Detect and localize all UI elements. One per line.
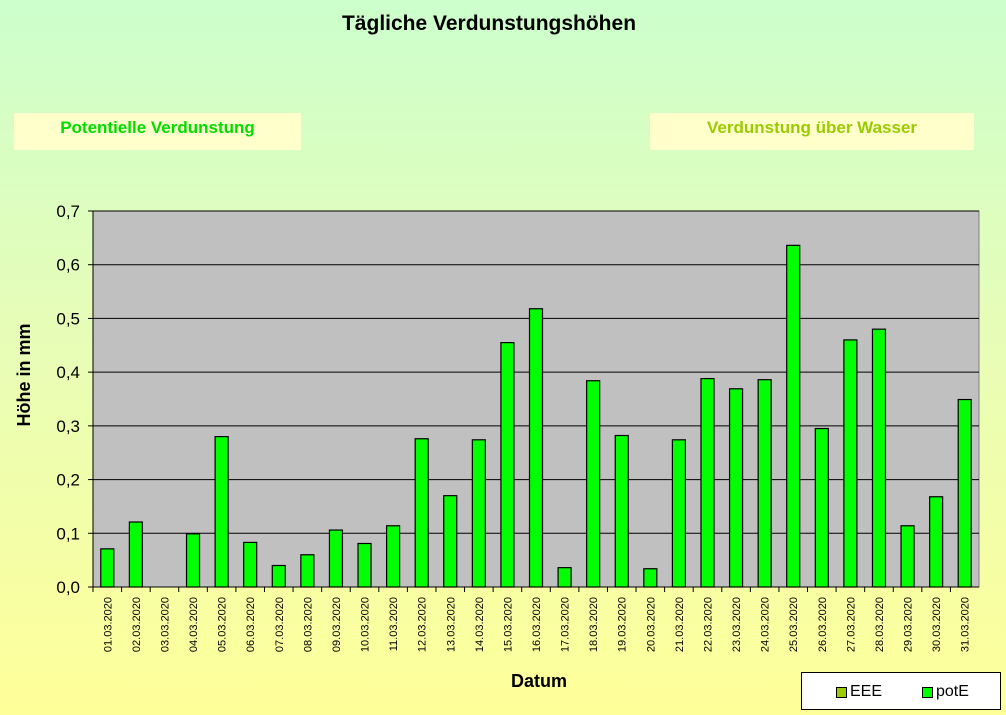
y-tick-label: 0,5 xyxy=(56,309,80,328)
bar xyxy=(300,554,315,588)
y-tick-labels: 0,0 0,1 0,2 0,3 0,4 0,5 0,6 0,7 xyxy=(56,202,93,597)
x-tick-label: 30.03.2020 xyxy=(931,597,943,652)
chart-title: Tägliche Verdunstungshöhen xyxy=(341,12,637,35)
x-tick-label: 14.03.2020 xyxy=(474,597,486,652)
x-tick-label: 26.03.2020 xyxy=(817,597,829,652)
y-tick-label: 0,7 xyxy=(56,202,80,221)
y-tick-label: 0,3 xyxy=(56,417,80,436)
x-tick-label: 22.03.2020 xyxy=(702,597,714,652)
bar xyxy=(700,377,715,588)
x-tick-label: 04.03.2020 xyxy=(188,597,200,652)
bar xyxy=(100,548,115,588)
x-tick-label: 06.03.2020 xyxy=(245,597,257,652)
x-tick-label: 03.03.2020 xyxy=(159,597,171,652)
x-tick-label: 20.03.2020 xyxy=(645,597,657,652)
bar xyxy=(385,525,401,588)
bar xyxy=(786,244,801,588)
x-tick-label: 28.03.2020 xyxy=(874,597,886,652)
x-tick-label: 25.03.2020 xyxy=(788,597,800,652)
x-tick-label: 10.03.2020 xyxy=(360,597,372,652)
x-tick-label: 01.03.2020 xyxy=(102,597,114,652)
water-evaporation-label: Verdunstung über Wasser xyxy=(650,113,974,150)
bar xyxy=(128,521,143,588)
x-tick-label: 18.03.2020 xyxy=(588,597,600,652)
legend-swatch-pote xyxy=(922,686,933,698)
x-tick-label: 13.03.2020 xyxy=(445,597,457,652)
x-tick-label: 02.03.2020 xyxy=(131,597,143,652)
bar xyxy=(929,496,944,588)
y-tick-label: 0,0 xyxy=(56,578,80,597)
x-tick-label: 05.03.2020 xyxy=(217,597,229,652)
x-tick-label: 11.03.2020 xyxy=(388,597,400,651)
bar xyxy=(757,379,772,588)
bar xyxy=(185,533,201,588)
x-tick-labels: 01.03.2020 02.03.2020 03.03.2020 04.03.2020… xyxy=(92,587,972,652)
x-tick-label: 31.03.2020 xyxy=(960,597,972,652)
bar xyxy=(957,398,972,588)
x-axis-label: Datum xyxy=(511,671,567,691)
bar xyxy=(500,342,515,588)
legend-label-eee: EEE xyxy=(850,683,883,700)
bar xyxy=(214,436,229,588)
bar xyxy=(443,495,458,588)
y-tick-label: 0,6 xyxy=(56,256,80,275)
x-tick-label: 07.03.2020 xyxy=(274,597,286,652)
bar xyxy=(586,380,601,588)
x-tick-label: 17.03.2020 xyxy=(560,597,572,652)
x-tick-label: 21.03.2020 xyxy=(674,597,686,652)
x-tick-label: 24.03.2020 xyxy=(760,597,772,652)
y-tick-label: 0,4 xyxy=(56,363,80,382)
x-tick-label: 29.03.2020 xyxy=(903,597,915,652)
y-axis-label: Höhe in mm xyxy=(14,323,34,426)
x-tick-label: 15.03.2020 xyxy=(502,597,514,652)
bar xyxy=(528,308,544,588)
bar xyxy=(728,388,744,588)
gridlines xyxy=(93,210,979,534)
bar xyxy=(843,339,858,588)
legend: EEE potE xyxy=(801,672,1001,710)
bar xyxy=(557,567,572,588)
legend-item-eee: EEE xyxy=(836,683,882,701)
bar xyxy=(357,542,372,588)
bar xyxy=(328,529,344,588)
legend-swatch-eee xyxy=(836,686,847,698)
y-tick-label: 0,1 xyxy=(56,524,80,543)
bar xyxy=(900,525,915,588)
bar xyxy=(814,427,829,588)
y-tick-label: 0,2 xyxy=(56,471,80,490)
x-tick-label: 19.03.2020 xyxy=(617,597,629,652)
potential-evaporation-label: Potentielle Verdunstung xyxy=(14,113,301,150)
legend-label-pote: potE xyxy=(936,683,969,700)
legend-item-pote: potE xyxy=(922,683,969,701)
x-tick-label: 16.03.2020 xyxy=(531,597,543,652)
bar xyxy=(614,434,629,588)
x-tick-label: 09.03.2020 xyxy=(331,597,343,652)
bar xyxy=(671,439,687,588)
bar xyxy=(871,328,887,588)
x-tick-label: 23.03.2020 xyxy=(731,597,743,652)
bar xyxy=(643,568,658,588)
x-tick-label: 08.03.2020 xyxy=(302,597,314,652)
bar xyxy=(414,438,429,588)
bar xyxy=(271,564,286,588)
bar xyxy=(471,439,486,588)
bar xyxy=(243,541,258,588)
x-tick-label: 12.03.2020 xyxy=(417,597,429,652)
x-tick-label: 27.03.2020 xyxy=(845,597,857,652)
